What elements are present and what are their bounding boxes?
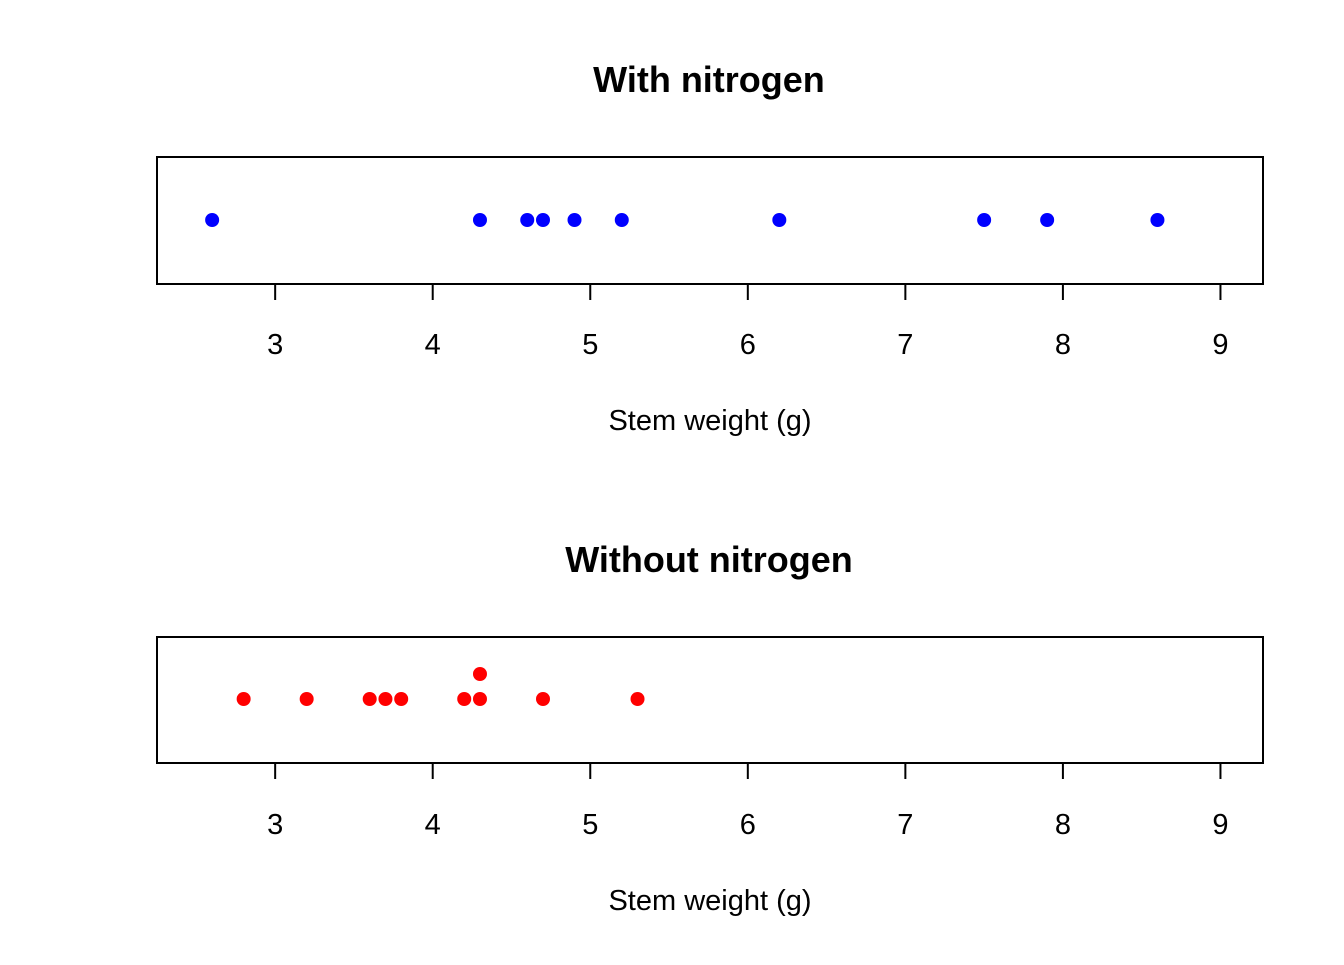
data-point [520, 213, 535, 227]
data-point [378, 692, 393, 706]
x-tick-label: 6 [740, 809, 756, 841]
data-point [457, 692, 472, 706]
panel-without-nitrogen: Without nitrogen 3 4 5 6 7 8 9 Stem weight (g) [156, 539, 1264, 917]
x-axis-ticks [274, 284, 1222, 300]
x-tick-label: 8 [1055, 329, 1071, 361]
x-tick-label: 4 [425, 809, 441, 841]
data-points [205, 213, 1165, 227]
x-axis-ticks [274, 763, 1222, 779]
data-points [236, 667, 645, 706]
data-point [772, 213, 787, 227]
x-tick-label: 9 [1212, 329, 1228, 361]
x-axis-title: Stem weight (g) [608, 405, 811, 437]
x-tick-label: 4 [425, 329, 441, 361]
data-point [614, 213, 629, 227]
data-point [205, 213, 220, 227]
x-tick-label: 8 [1055, 809, 1071, 841]
data-point [236, 692, 251, 706]
data-point [535, 692, 550, 706]
x-tick-label: 3 [267, 809, 283, 841]
plot-frame [156, 156, 1264, 285]
data-point [1150, 213, 1165, 227]
data-point [630, 692, 645, 706]
data-point [362, 692, 377, 706]
plot-frame [156, 636, 1264, 764]
panel-title: Without nitrogen [565, 539, 853, 580]
panel-title: With nitrogen [593, 59, 825, 100]
data-point [1040, 213, 1055, 227]
data-point [472, 692, 487, 706]
data-point [472, 213, 487, 227]
data-point [535, 213, 550, 227]
x-tick-label: 5 [582, 329, 598, 361]
x-axis-title: Stem weight (g) [608, 885, 811, 917]
x-axis-tick-labels: 3 4 5 6 7 8 9 [267, 329, 1228, 361]
panel-with-nitrogen: With nitrogen 3 4 5 6 7 8 9 Stem weight (g) [156, 59, 1264, 437]
x-tick-label: 6 [740, 329, 756, 361]
data-point [394, 692, 409, 706]
data-point [472, 667, 487, 681]
x-tick-label: 7 [897, 809, 913, 841]
data-point [567, 213, 582, 227]
x-tick-label: 9 [1212, 809, 1228, 841]
data-point [977, 213, 992, 227]
data-point [299, 692, 314, 706]
x-tick-label: 3 [267, 329, 283, 361]
x-tick-label: 7 [897, 329, 913, 361]
x-axis-tick-labels: 3 4 5 6 7 8 9 [267, 809, 1228, 841]
x-tick-label: 5 [582, 809, 598, 841]
